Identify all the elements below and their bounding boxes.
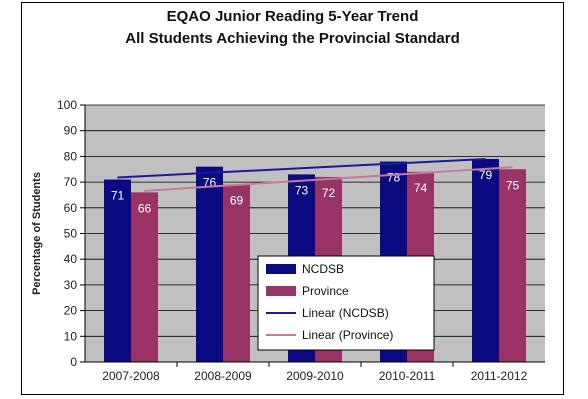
y-tick-label: 20 bbox=[64, 304, 78, 318]
legend-label: Linear (NCDSB) bbox=[302, 306, 389, 320]
bar-province bbox=[223, 184, 250, 362]
y-tick-label: 80 bbox=[64, 149, 78, 163]
y-tick-label: 10 bbox=[64, 329, 78, 343]
legend-swatch bbox=[266, 286, 296, 296]
data-label: 71 bbox=[111, 189, 125, 203]
data-label: 69 bbox=[230, 194, 244, 208]
bar-province bbox=[131, 192, 158, 362]
trendline-ncdsb bbox=[117, 157, 486, 179]
bar-province bbox=[499, 169, 526, 362]
x-tick-label: 2011-2012 bbox=[471, 369, 528, 383]
legend: NCDSB Province Linear (NCDSB) Linear (Provi… bbox=[257, 255, 435, 351]
data-label: 72 bbox=[322, 186, 336, 200]
legend-swatch bbox=[266, 264, 296, 274]
x-tick-label: 2008-2009 bbox=[194, 369, 252, 383]
bar-ncdsb bbox=[104, 179, 131, 362]
data-label: 79 bbox=[479, 168, 493, 182]
data-label: 78 bbox=[387, 171, 401, 185]
legend-label: Linear (Province) bbox=[302, 328, 393, 342]
y-tick-label: 100 bbox=[57, 98, 77, 112]
legend-label: Province bbox=[302, 284, 349, 298]
y-tick-label: 50 bbox=[64, 227, 78, 241]
bar-ncdsb bbox=[472, 158, 499, 362]
y-axis-label: Percentage of Students bbox=[31, 172, 43, 295]
y-tick-label: 0 bbox=[70, 355, 77, 369]
chart-title: EQAO Junior Reading 5-Year Trend bbox=[166, 8, 419, 25]
y-axis-ticks: 0 10 20 30 40 50 60 70 80 90 100 bbox=[57, 98, 85, 369]
legend-label: NCDSB bbox=[302, 262, 344, 276]
x-tick-label: 2010-2011 bbox=[379, 369, 436, 383]
x-tick-label: 2009-2010 bbox=[286, 369, 344, 383]
y-tick-label: 90 bbox=[64, 124, 78, 138]
chart-subtitle: All Students Achieving the Provincial St… bbox=[125, 30, 460, 47]
data-label: 75 bbox=[506, 178, 520, 192]
data-label: 74 bbox=[414, 181, 428, 195]
bar-ncdsb bbox=[196, 166, 223, 362]
x-axis-ticks: 2007-2008 2008-2009 2009-2010 2010-2011 2011… bbox=[102, 362, 528, 383]
y-tick-label: 40 bbox=[64, 252, 78, 266]
y-tick-label: 70 bbox=[64, 175, 78, 189]
trendlines bbox=[117, 157, 513, 192]
trendline-province bbox=[144, 166, 513, 192]
y-tick-label: 60 bbox=[64, 201, 78, 215]
data-label: 66 bbox=[138, 201, 152, 215]
data-label: 73 bbox=[295, 183, 309, 197]
x-tick-label: 2007-2008 bbox=[102, 369, 160, 383]
y-tick-label: 30 bbox=[64, 278, 78, 292]
